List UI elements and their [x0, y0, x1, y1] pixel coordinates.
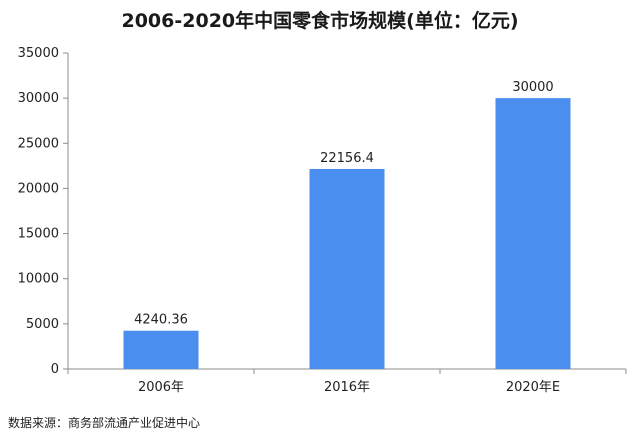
y-tick-label: 15000 — [18, 227, 59, 242]
y-tick-label: 10000 — [18, 272, 59, 287]
y-tick-label: 5000 — [26, 317, 59, 332]
bar-value-label: 4240.36 — [134, 313, 188, 328]
bar — [309, 168, 385, 369]
x-tick-label: 2020年E — [506, 380, 560, 395]
x-tick-label: 2016年 — [324, 380, 370, 395]
bar — [123, 330, 199, 369]
y-tick-label: 35000 — [18, 46, 59, 61]
data-source-note: 数据来源：商务部流通产业促进中心 — [8, 416, 201, 430]
y-tick-label: 20000 — [18, 181, 59, 196]
bar-value-label: 30000 — [512, 80, 553, 95]
y-tick-label: 30000 — [18, 91, 59, 106]
y-tick-label: 0 — [51, 362, 59, 377]
y-tick-label: 25000 — [18, 136, 59, 151]
x-tick-label: 2006年 — [138, 380, 184, 395]
bar — [495, 98, 571, 370]
chart-title: 2006-2020年中国零食市场规模(单位：亿元) — [121, 10, 519, 32]
bar-value-label: 22156.4 — [320, 151, 374, 166]
